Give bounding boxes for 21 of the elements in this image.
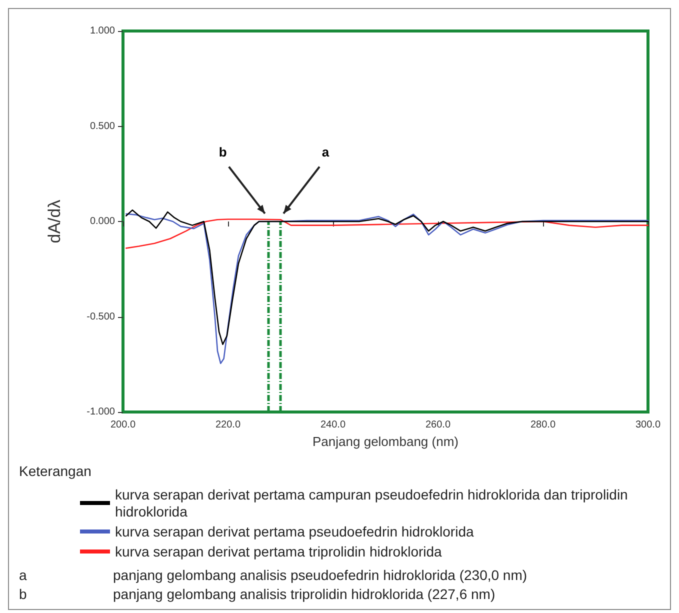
y-tick-label: 0.500 — [90, 120, 116, 132]
y-axis-title: dA/dλ — [45, 199, 64, 244]
ref-line-label: b — [218, 144, 227, 160]
legend-title: Keterangan — [19, 463, 92, 479]
y-tick-label: -1.000 — [86, 406, 116, 418]
line-series — [126, 218, 649, 249]
x-tick-label: 200.0 — [110, 420, 136, 430]
x-tick-label: 220.0 — [215, 420, 241, 430]
legend-label: kurva serapan derivat pertama triprolidin hidroklorida — [115, 544, 442, 560]
x-tick-label: 260.0 — [425, 420, 451, 430]
x-tick-label: 280.0 — [530, 420, 556, 430]
y-tick-label: 1.000 — [90, 26, 116, 36]
text: b panjang gelombang analisis triprolidin hidroklorida (227,6 nm) — [19, 586, 496, 602]
x-tick-label: 240.0 — [320, 420, 346, 430]
x-tick-label: 300.0 — [635, 420, 661, 430]
ref-line-label: a — [322, 144, 330, 160]
legend-label: kurva serapan derivat pertama pseudoefedrin hidroklorida — [115, 524, 474, 540]
y-tick-label: -0.500 — [86, 311, 116, 322]
y-tick-label: 0.000 — [90, 216, 116, 227]
x-axis-title: Panjang gelombang (nm) — [312, 434, 458, 449]
text: a panjang gelombang analisis pseudoefedrin hidroklorida (230,0 nm) — [19, 567, 528, 583]
